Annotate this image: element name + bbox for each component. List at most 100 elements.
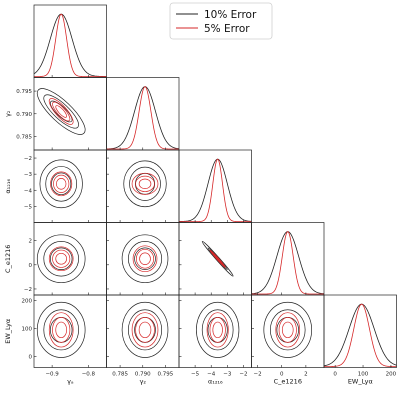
- marginal-curve-ten-pct: [34, 13, 107, 77]
- y-tick-label: 0: [29, 354, 33, 360]
- x-tick-label: 0: [280, 372, 284, 378]
- y-axis-label-a: α₁₂₁₆: [4, 179, 12, 194]
- y-tick-label: 0: [29, 263, 33, 269]
- contour-ten-pct-level-2: [129, 166, 161, 201]
- contour-ten-pct-level-1: [51, 172, 72, 196]
- contour-five-pct-level-3: [131, 172, 159, 195]
- contour-ten-pct-level-2: [128, 240, 163, 277]
- panel-g2-c: [106, 222, 180, 296]
- panel-hist-a: [178, 149, 252, 223]
- panel-hist-g: [33, 4, 107, 78]
- contour-five-pct-level-3: [132, 245, 158, 273]
- panel-c-ew: −2 0 2: [251, 294, 325, 378]
- contour-five-pct-level-2: [52, 249, 71, 268]
- y-tick-label: −5: [24, 204, 33, 210]
- contour-five-pct-level-3: [48, 312, 74, 348]
- contour-ten-pct-level-2: [43, 94, 79, 129]
- contour-ten-pct-level-1: [276, 316, 299, 343]
- contour-five-pct-level-1: [139, 252, 151, 265]
- legend: 10% Error 5% Error: [169, 2, 273, 40]
- contour-ten-pct-level-1: [49, 247, 73, 270]
- legend-box: [169, 2, 273, 40]
- y-tick-label: 200: [22, 299, 33, 305]
- contour-five-pct-level-2: [135, 175, 155, 192]
- x-axis-label-c: C_e1216: [274, 378, 302, 386]
- contour-five-pct-level-1: [281, 321, 294, 339]
- panel-g-ew: −0.9 −0.8 0 100 200: [22, 294, 107, 378]
- y-tick-label: 0.785: [16, 134, 32, 140]
- contour-ten-pct-level-3: [36, 301, 86, 358]
- marginal-curve-five-pct: [251, 231, 324, 295]
- panel-frame: [251, 294, 325, 368]
- x-axis-label-g2: γ₂: [140, 378, 147, 386]
- y-tick-label: −2: [24, 287, 32, 293]
- contour-five-pct-level-1: [55, 105, 67, 118]
- y-tick-label: 2: [29, 239, 33, 245]
- x-axis-label-g: γₐ: [67, 378, 74, 386]
- contour-ten-pct-level-2: [201, 241, 234, 277]
- panel-g2-ew: 0.785 0.790 0.795: [106, 294, 180, 378]
- panel-frame: [33, 149, 107, 223]
- contour-ten-pct-level-2: [269, 309, 306, 351]
- contour-five-pct-level-2: [135, 248, 155, 269]
- x-tick-label: 2: [304, 372, 308, 378]
- contour-five-pct-level-3: [48, 246, 74, 272]
- contour-ten-pct-level-3: [196, 301, 240, 358]
- contour-five-pct-level-3: [131, 312, 159, 348]
- marginal-curve-ten-pct: [106, 86, 179, 150]
- contour-five-pct-level-3: [206, 312, 229, 348]
- panel-g-a: −5 −4 −3 −2: [24, 149, 107, 223]
- contour-ten-pct-level-2: [43, 241, 79, 277]
- legend-label-ten-pct: 10% Error: [204, 9, 257, 21]
- contour-ten-pct-level-3: [36, 234, 86, 284]
- x-tick-label: −0.9: [45, 372, 59, 378]
- panel-hist-c: [251, 222, 325, 296]
- contour-ten-pct-level-2: [45, 166, 78, 202]
- contour-five-pct-level-2: [209, 317, 226, 343]
- x-tick-label: 200: [386, 372, 397, 378]
- contour-ten-pct-level-3: [263, 301, 313, 358]
- y-tick-label: −3: [24, 172, 33, 178]
- marginal-curve-five-pct: [34, 13, 107, 77]
- contour-five-pct-level-2: [209, 249, 226, 268]
- contour-five-pct-level-3: [50, 171, 73, 197]
- x-tick-label: 0: [333, 372, 337, 378]
- panel-a-c: [178, 222, 252, 296]
- contour-five-pct-level-2: [278, 317, 297, 343]
- y-axis-label-ew: EW_Lyα: [4, 319, 12, 344]
- panel-frame: [33, 294, 107, 368]
- marginal-curve-ten-pct: [324, 303, 397, 367]
- contour-five-pct-level-1: [56, 178, 67, 190]
- panel-a-ew: −5 −4 −3 −2: [178, 294, 252, 378]
- contour-five-pct-level-2: [135, 317, 155, 343]
- marginal-curve-five-pct: [179, 158, 252, 222]
- contour-ten-pct-level-1: [135, 173, 156, 195]
- panel-frame: [251, 222, 325, 296]
- contour-five-pct-level-1: [212, 321, 223, 339]
- x-tick-label: −5: [191, 372, 200, 378]
- contour-ten-pct-level-3: [39, 159, 83, 209]
- y-axis-label-c: C_e1216: [4, 245, 12, 273]
- marginal-curve-ten-pct: [179, 158, 252, 222]
- contour-ten-pct-level-3: [121, 301, 169, 358]
- panel-frame: [33, 4, 107, 78]
- y-tick-label: 0.795: [16, 89, 32, 95]
- y-tick-label: 100: [22, 326, 33, 332]
- contour-ten-pct-level-3: [36, 88, 86, 135]
- x-tick-label: 0.785: [112, 372, 128, 378]
- y-tick-label: −4: [24, 188, 33, 194]
- contour-ten-pct-level-3: [121, 234, 169, 284]
- y-tick-label: 0.790: [16, 112, 32, 118]
- contour-five-pct-level-1: [138, 321, 152, 339]
- contour-five-pct-level-2: [53, 174, 70, 193]
- panel-frame: [178, 294, 252, 368]
- x-tick-label: −2: [239, 372, 247, 378]
- panel-frame: [323, 294, 397, 368]
- contour-five-pct-level-1: [55, 321, 67, 339]
- marginal-curve-ten-pct: [251, 231, 324, 295]
- legend-label-five-pct: 5% Error: [204, 23, 250, 35]
- panel-hist-ew: 0 100 200: [323, 294, 397, 378]
- x-tick-label: −0.8: [82, 372, 96, 378]
- y-axis-label-g2: γ₂: [4, 110, 12, 117]
